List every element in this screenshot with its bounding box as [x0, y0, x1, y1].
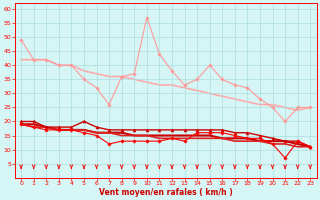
X-axis label: Vent moyen/en rafales ( km/h ): Vent moyen/en rafales ( km/h ): [99, 188, 233, 197]
